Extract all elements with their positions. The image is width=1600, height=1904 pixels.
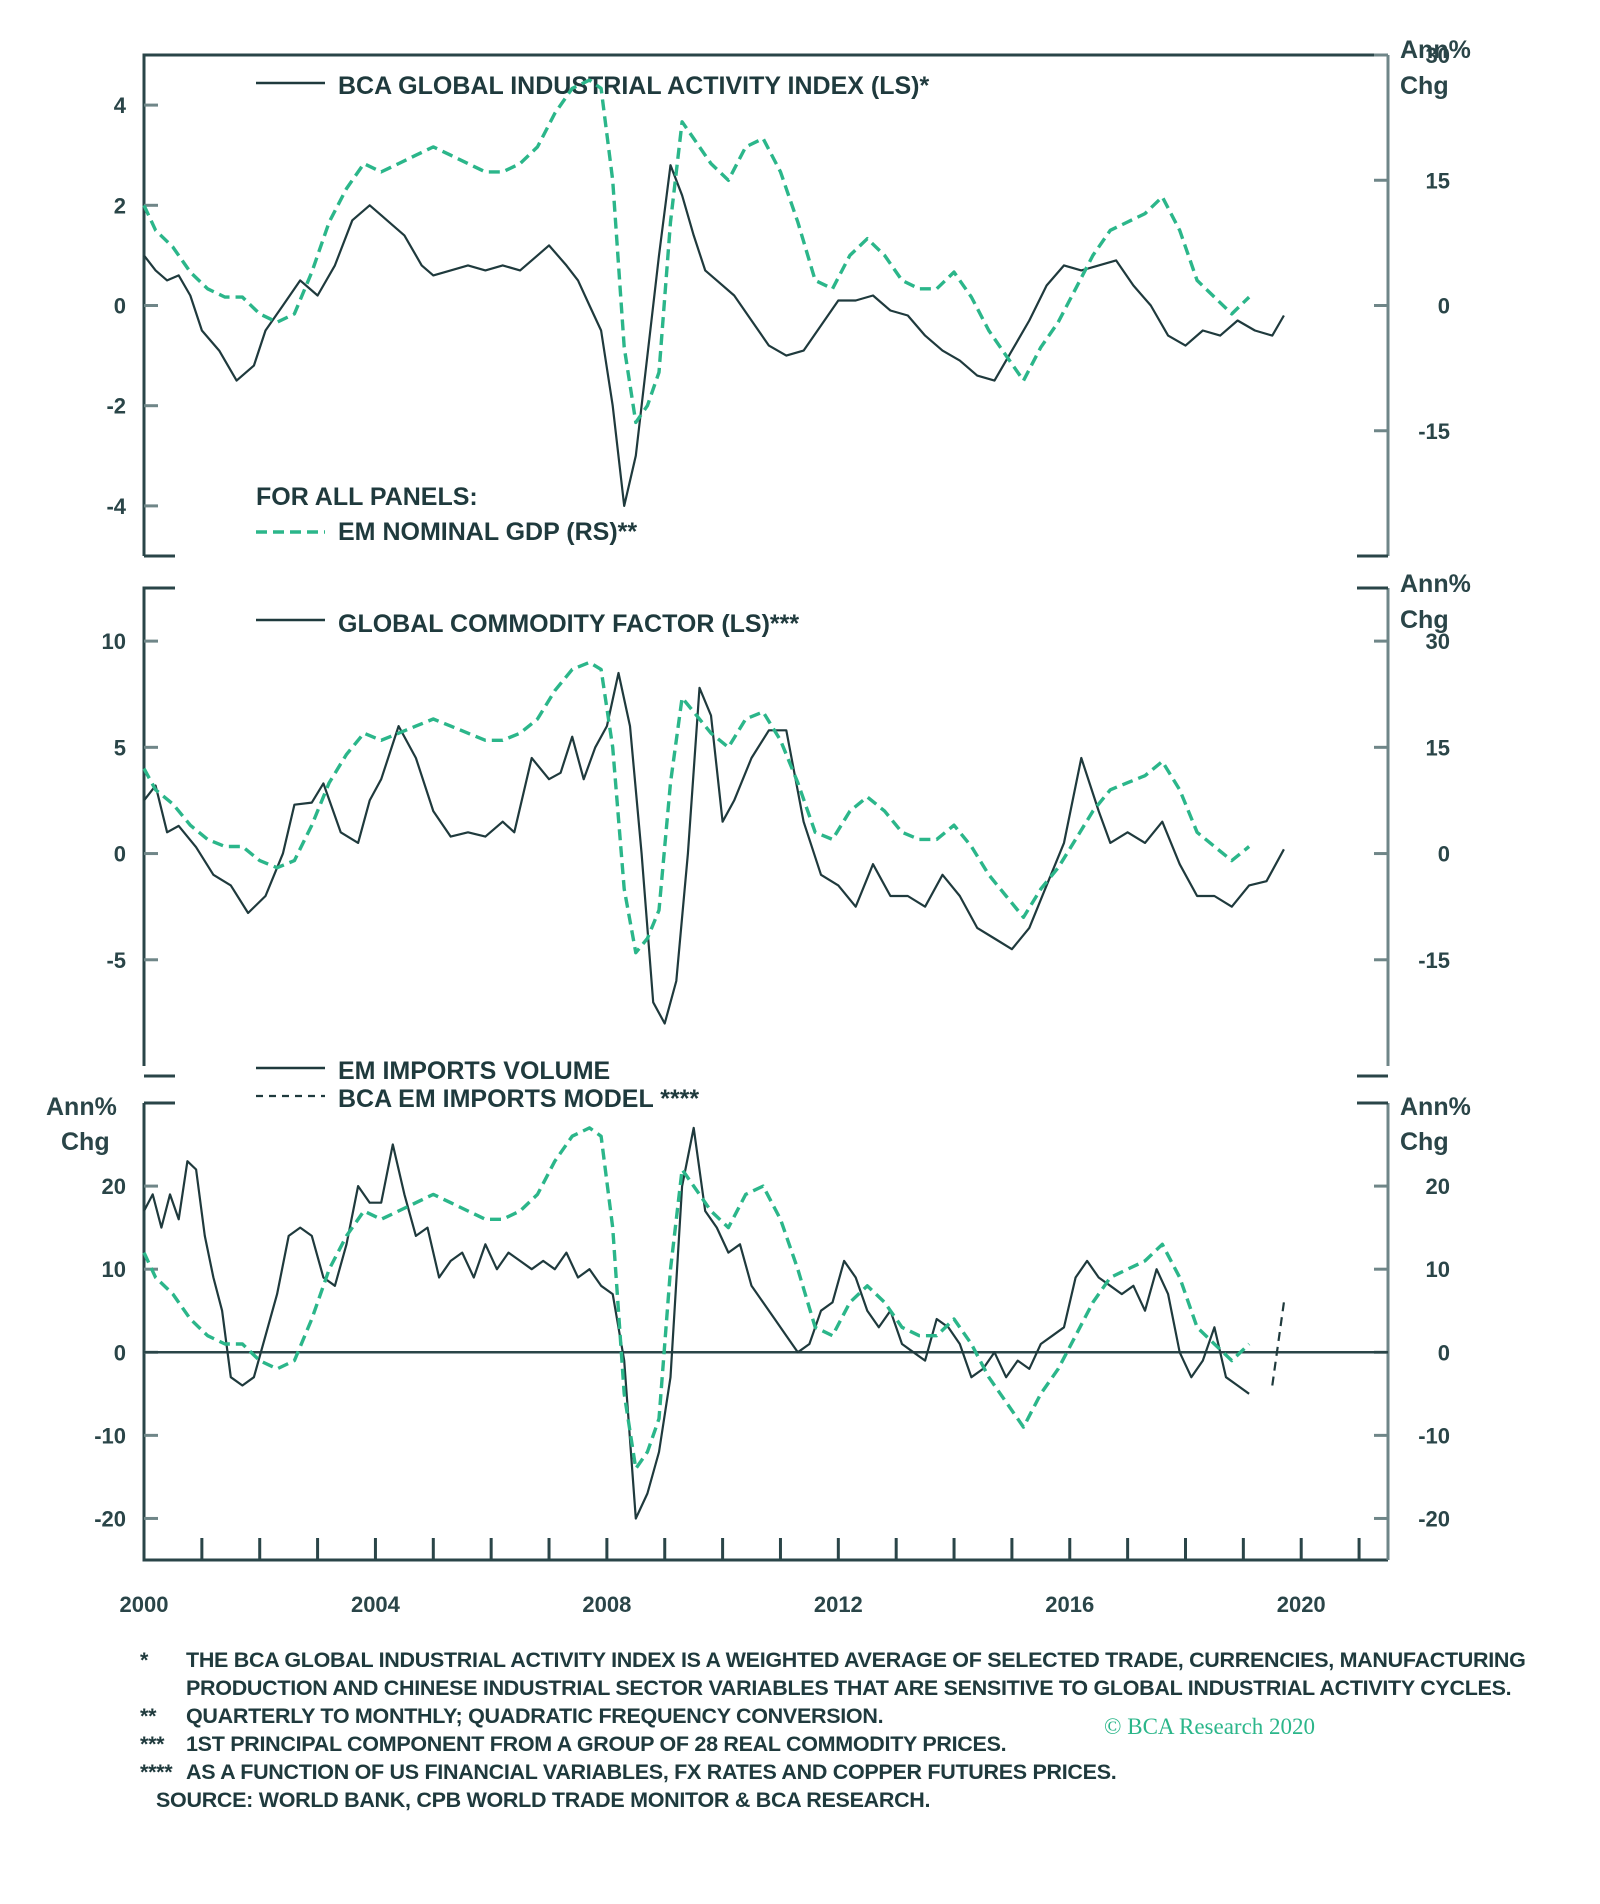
top-left-tick-label: 4 (114, 93, 127, 118)
copyright-notice: © BCA Research 2020 (1104, 1714, 1316, 1739)
x-tick-label: 2012 (814, 1592, 863, 1617)
x-tick-label: 2016 (1045, 1592, 1094, 1617)
footnote-4: **** AS A FUNCTION OF US FINANCIAL VARIA… (140, 1758, 1580, 1786)
bottom-right-tick-label: 10 (1426, 1257, 1450, 1282)
top-right-tick-label: -15 (1418, 419, 1450, 444)
bottom-right-tick-label: -10 (1418, 1423, 1450, 1448)
footnote-3: *** 1ST PRINCIPAL COMPONENT FROM A GROUP… (140, 1730, 1580, 1758)
legend-label-commodity-factor: GLOBAL COMMODITY FACTOR (LS)*** (338, 610, 799, 638)
top-right-unit-line2: Chg (1400, 72, 1449, 100)
bottom-left-tick-label: 0 (114, 1340, 126, 1365)
footnote-text: THE BCA GLOBAL INDUSTRIAL ACTIVITY INDEX… (186, 1648, 1526, 1700)
bottom-right-unit-line2: Chg (1400, 1128, 1449, 1156)
bottom-legend: EM IMPORTS VOLUME BCA EM IMPORTS MODEL *… (256, 1057, 699, 1113)
bottom-right-unit-line1: Ann% (1400, 1093, 1471, 1121)
bottom-right-tick-label: 0 (1438, 1340, 1450, 1365)
bottom-left-tick-label: -20 (94, 1506, 126, 1531)
legend-note-all-panels: FOR ALL PANELS: (256, 483, 478, 511)
panel-bottom: 20 10 0 -10 -20 20 10 0 -10 -20 Ann% Chg Ann% Ch… (46, 1057, 1471, 1617)
footnote-text: AS A FUNCTION OF US FINANCIAL VARIABLES,… (186, 1760, 1117, 1784)
top-left-tick-label: -2 (106, 394, 126, 419)
bottom-left-unit-line2: Chg (61, 1128, 110, 1156)
footnote-mark: **** (140, 1760, 173, 1784)
footnote-mark: ** (140, 1704, 157, 1728)
footnote-text: QUARTERLY TO MONTHLY; QUADRATIC FREQUENC… (186, 1704, 884, 1728)
legend-label-em-nominal-gdp: EM NOMINAL GDP (RS)** (338, 518, 637, 546)
legend-label-industrial-activity: BCA GLOBAL INDUSTRIAL ACTIVITY INDEX (LS… (338, 72, 929, 100)
top-series-em-nominal-gdp-rs (142, 78, 1251, 425)
middle-right-tick-label: 30 (1426, 629, 1450, 654)
middle-right-tick-label: 0 (1438, 842, 1450, 867)
middle-series-em-nominal-gdp-rs (142, 660, 1251, 955)
source-note: SOURCE: WORLD BANK, CPB WORLD TRADE MONI… (156, 1788, 931, 1812)
bottom-right-tick-label: 20 (1426, 1174, 1450, 1199)
bottom-series-bca-em-imports-model (142, 1126, 1251, 1471)
top-series-bca-global-industrial-activity-index-ls (143, 164, 1285, 507)
bottom-series-em-imports-volume (143, 1126, 1250, 1520)
x-tick-label: 2020 (1277, 1592, 1326, 1617)
top-left-tick-label: 2 (114, 193, 126, 218)
bottom-left-tick-label: 20 (102, 1174, 126, 1199)
x-tick-label: 2008 (582, 1592, 631, 1617)
top-right-tick-label: 0 (1438, 294, 1450, 319)
middle-right-unit-line2: Chg (1400, 606, 1449, 634)
middle-series-global-commodity-factor-ls (143, 671, 1285, 1025)
panel-top: 4 2 0 -2 -4 30 15 0 -15 Ann% Chg BCA GLOBAL IND… (106, 36, 1471, 558)
top-right-tick-label: 15 (1426, 168, 1450, 193)
footnote-mark: *** (140, 1732, 165, 1756)
bottom-left-tick-label: -10 (94, 1423, 126, 1448)
middle-left-tick-label: 10 (102, 629, 126, 654)
x-tick-label: 2004 (351, 1592, 401, 1617)
middle-right-tick-label: 15 (1426, 735, 1450, 760)
footnote-text: 1ST PRINCIPAL COMPONENT FROM A GROUP OF … (186, 1732, 1007, 1756)
top-right-unit-line1: Ann% (1400, 36, 1471, 64)
x-tick-label: 2000 (120, 1592, 169, 1617)
footnote-1: * THE BCA GLOBAL INDUSTRIAL ACTIVITY IND… (140, 1646, 1580, 1702)
middle-left-tick-label: -5 (106, 948, 126, 973)
top-legend: BCA GLOBAL INDUSTRIAL ACTIVITY INDEX (LS… (256, 72, 929, 546)
bottom-left-unit-line1: Ann% (46, 1093, 117, 1121)
middle-left-tick-label: 0 (114, 842, 126, 867)
top-right-tick-label: 30 (1426, 43, 1450, 68)
bottom-series-bca-em-imports-model-projection (1271, 1302, 1285, 1386)
legend-label-em-imports-model: BCA EM IMPORTS MODEL **** (338, 1085, 699, 1113)
footnote-2: ** QUARTERLY TO MONTHLY; QUADRATIC FREQU… (140, 1702, 1580, 1730)
middle-left-tick-label: 5 (114, 735, 126, 760)
middle-panel-frame (142, 586, 175, 1066)
panel-middle: 10 5 0 -5 30 15 0 -15 Ann% Chg GLOBAL COMMODIT… (102, 570, 1471, 1078)
middle-right-unit-line1: Ann% (1400, 570, 1471, 598)
top-left-tick-label: -4 (106, 494, 126, 519)
middle-right-tick-label: -15 (1418, 948, 1450, 973)
footnotes: * THE BCA GLOBAL INDUSTRIAL ACTIVITY IND… (140, 1646, 1580, 1814)
legend-label-em-imports-volume: EM IMPORTS VOLUME (338, 1057, 610, 1085)
middle-legend: GLOBAL COMMODITY FACTOR (LS)*** (256, 610, 799, 638)
bottom-right-tick-label: -20 (1418, 1506, 1450, 1531)
top-left-tick-label: 0 (114, 294, 126, 319)
footnote-mark: * (140, 1648, 149, 1672)
bottom-left-tick-label: 10 (102, 1257, 126, 1282)
top-panel-frame (142, 53, 1388, 556)
